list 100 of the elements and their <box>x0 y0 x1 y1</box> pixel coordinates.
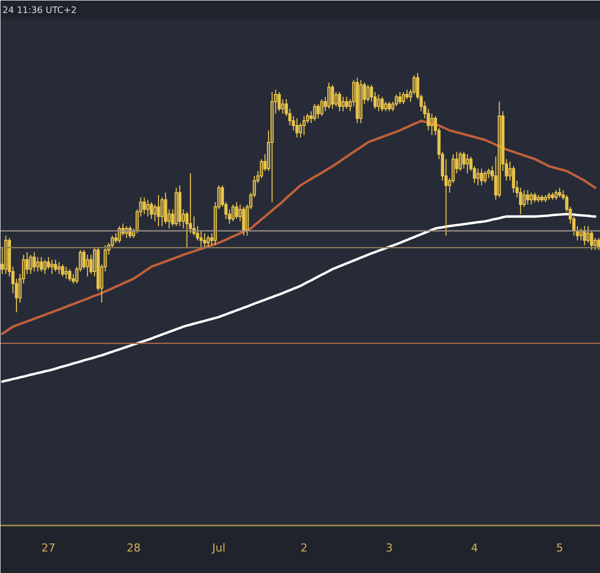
candlestick <box>388 101 391 112</box>
candlestick <box>594 238 597 251</box>
candlestick <box>146 199 150 217</box>
candlestick <box>174 187 178 227</box>
candlestick <box>50 259 54 274</box>
candlestick <box>199 230 203 248</box>
candlestick <box>182 208 185 229</box>
candlestick <box>498 101 501 198</box>
candlestick <box>104 244 107 272</box>
candlestick <box>64 266 68 280</box>
candlestick <box>366 84 370 102</box>
candlestick <box>526 190 530 206</box>
candlestick <box>26 252 29 274</box>
candlestick <box>114 232 118 244</box>
candlestick <box>171 208 174 227</box>
candlestick <box>362 82 366 105</box>
candlestick <box>100 264 104 304</box>
candlestick <box>217 184 220 210</box>
candlestick <box>246 204 249 236</box>
candlestick <box>550 192 554 200</box>
candlestick <box>533 192 536 203</box>
candlestick <box>68 268 72 282</box>
candlestick <box>46 256 50 270</box>
candlestick <box>4 235 8 274</box>
candlestick <box>586 226 590 244</box>
candlestick <box>72 273 75 284</box>
candlestick <box>150 202 153 220</box>
candlestick <box>206 235 210 248</box>
candlestick <box>430 113 434 136</box>
candlestick <box>324 96 327 112</box>
candlestick <box>168 208 171 229</box>
candlestick <box>597 238 600 251</box>
candlestick <box>327 82 331 110</box>
candlestick <box>530 192 533 206</box>
candlestick <box>57 261 61 274</box>
candlestick <box>380 96 384 112</box>
candlestick <box>22 254 26 284</box>
x-tick-label: 2 <box>300 542 308 554</box>
candlestick <box>313 104 316 122</box>
x-tick-label: 5 <box>556 542 564 554</box>
candlestick <box>18 273 22 304</box>
candlestick <box>352 80 356 107</box>
candlestick <box>82 250 86 270</box>
candlestick <box>110 235 114 248</box>
candlestick <box>342 96 345 112</box>
candlestick <box>408 89 412 102</box>
candlestick <box>242 206 246 236</box>
candlestick <box>384 101 388 112</box>
candlestick <box>522 190 526 208</box>
candlestick <box>512 166 516 194</box>
candlestick <box>238 204 242 222</box>
candlestick <box>480 168 484 186</box>
candlestick <box>398 92 402 105</box>
candlestick <box>377 94 380 112</box>
candlestick <box>394 94 398 107</box>
candlestick <box>334 92 338 107</box>
candlestick <box>270 92 274 203</box>
candlestick <box>142 196 146 215</box>
candlestick <box>78 250 82 272</box>
candlestick <box>359 80 362 124</box>
x-tick-label: 4 <box>470 542 478 554</box>
candlestick <box>310 110 313 124</box>
candlestick <box>391 101 394 112</box>
candlestick <box>405 89 409 100</box>
candlestick <box>345 96 348 110</box>
candlestick <box>547 192 551 200</box>
candlestick <box>462 151 466 170</box>
candlestick <box>320 98 324 116</box>
candlestick <box>231 204 235 222</box>
candlestick <box>61 264 64 277</box>
candlestick <box>54 259 58 272</box>
candlestick <box>306 113 310 124</box>
text: 24 11:36 UTC+2 <box>2 6 77 16</box>
candlestick <box>476 168 480 186</box>
candlestick <box>139 196 142 217</box>
candlestick <box>338 92 342 112</box>
candlestick <box>153 204 157 222</box>
candlestick <box>402 92 406 105</box>
candlestick <box>156 194 160 227</box>
candlestick <box>455 151 458 174</box>
candlestick <box>203 232 206 248</box>
candlestick <box>36 256 40 272</box>
candlestick <box>252 175 256 198</box>
candlestick <box>458 151 462 172</box>
candlestick <box>86 254 90 277</box>
candlestick <box>554 190 558 200</box>
candlestick <box>0 247 4 274</box>
candlestick <box>348 98 352 112</box>
candlestick <box>356 77 359 124</box>
candlestick <box>487 168 490 179</box>
candlestick <box>274 89 278 114</box>
candlestick <box>249 192 252 210</box>
candlestick <box>160 196 164 227</box>
candlestick <box>214 202 217 246</box>
candlestick <box>29 254 32 274</box>
candlestick <box>256 170 260 184</box>
candlestick <box>558 187 562 198</box>
candlestick <box>466 154 469 174</box>
candlestick <box>260 158 264 179</box>
x-tick-label: 27 <box>41 542 56 554</box>
